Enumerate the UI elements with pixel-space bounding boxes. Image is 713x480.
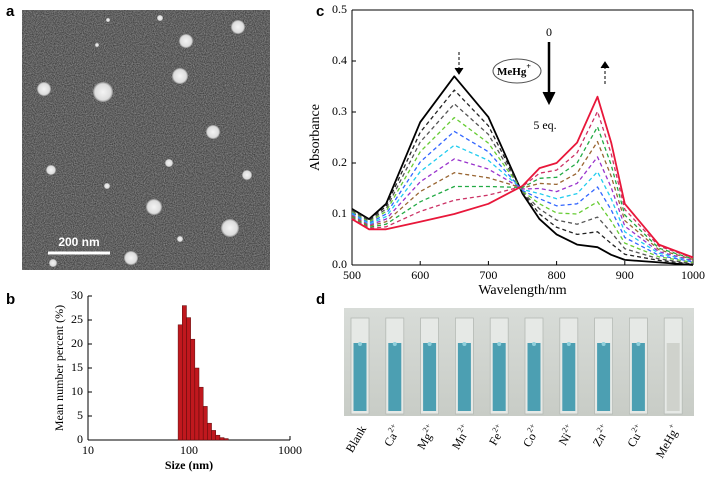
spectrum-line — [351, 103, 694, 265]
y-tick-label: 15 — [71, 360, 83, 374]
y-axis-title: Absorbance — [308, 104, 323, 171]
bar — [207, 422, 212, 441]
vial-solution — [388, 343, 402, 411]
vial-solution — [457, 343, 471, 411]
vial-label: Co2+ — [518, 421, 543, 449]
spectrum-line — [351, 110, 694, 259]
vial-label-text: Mg — [414, 430, 434, 451]
x-tick-label: 10 — [82, 443, 94, 457]
y-tick-label: 0.2 — [332, 155, 347, 169]
panel-label: a — [6, 3, 15, 20]
spectrum-line — [351, 144, 694, 262]
spectrum-line — [351, 156, 694, 262]
vial-solution — [597, 343, 611, 411]
meniscus — [601, 342, 606, 346]
x-axis-title: Size (nm) — [165, 458, 213, 472]
vial-label-text: Co — [520, 430, 539, 449]
meniscus — [427, 342, 432, 346]
x-tick-label: 1000 — [278, 443, 302, 457]
scale-bar-label: 200 nm — [58, 235, 99, 249]
bar — [211, 430, 216, 441]
vial-label: Mg2+ — [412, 421, 439, 451]
vial-solution — [353, 343, 367, 411]
spectrum-line — [351, 130, 694, 263]
vial-label: Blank — [343, 423, 369, 455]
y-tick-label: 20 — [71, 336, 83, 350]
spectrum-line — [351, 140, 694, 261]
vial-label-text: Blank — [343, 423, 369, 455]
bar — [186, 317, 191, 441]
y-tick-label: 30 — [71, 288, 83, 302]
vial-label-text: MeHg — [652, 427, 679, 461]
x-tick-label: 100 — [180, 443, 198, 457]
bar — [194, 367, 200, 441]
y-tick-label: 0.1 — [332, 206, 347, 220]
reagent-text: MeHg — [497, 66, 527, 78]
meniscus — [532, 342, 536, 346]
y-tick-label: 0.4 — [332, 53, 347, 67]
vial-label: MeHg+ — [651, 421, 683, 460]
spectrum-line — [351, 126, 694, 260]
bar — [202, 406, 208, 441]
vial-label-text: Cu — [624, 430, 643, 449]
reagent-sup: + — [526, 62, 531, 71]
meniscus — [392, 342, 397, 346]
vial-label: Ca2+ — [379, 421, 404, 448]
meniscus — [566, 342, 571, 346]
x-tick-label: 900 — [616, 268, 634, 282]
x-tick-label: 1000 — [681, 268, 705, 282]
bar — [182, 305, 187, 441]
reagent-label: MeHg+ — [497, 62, 531, 78]
panel-label: d — [316, 291, 325, 308]
vial-solution — [527, 343, 541, 411]
spectrum-line — [351, 75, 694, 266]
vial-solution — [562, 343, 576, 411]
vial-solution — [492, 343, 506, 411]
vial-solution — [631, 343, 645, 411]
vial-label: Zn2+ — [588, 421, 613, 448]
x-tick-label: 800 — [548, 268, 566, 282]
vial-label-text: Mn — [449, 430, 469, 451]
x-tick-label: 700 — [479, 268, 497, 282]
vial-solution — [666, 343, 680, 411]
vial-label-sup: + — [666, 421, 676, 430]
bar — [198, 386, 204, 441]
x-tick-label: 600 — [411, 268, 429, 282]
vial-label-text: Zn — [590, 430, 609, 449]
vial-label: Ni2+ — [554, 421, 578, 447]
bar — [177, 324, 183, 441]
y-tick-label: 0.3 — [332, 104, 347, 118]
vial-label: Mn2+ — [447, 421, 474, 451]
tem-image — [22, 10, 270, 270]
meniscus — [462, 342, 467, 346]
meniscus — [636, 342, 641, 346]
y-tick-label: 25 — [71, 312, 83, 326]
y-tick-label: 0 — [77, 432, 83, 446]
annotation: 0 — [546, 25, 552, 39]
panel-label: b — [6, 291, 15, 308]
bar — [223, 438, 229, 441]
meniscus — [358, 342, 362, 346]
bar — [215, 434, 221, 441]
annotation: 5 eq. — [533, 118, 556, 132]
y-tick-label: 0.0 — [332, 257, 347, 271]
x-tick-label: 500 — [343, 268, 361, 282]
annotation-arrows — [454, 42, 610, 106]
y-tick-label: 0.5 — [332, 2, 347, 16]
bar — [219, 437, 225, 441]
y-tick-label: 5 — [77, 408, 83, 422]
vial-solution — [423, 343, 437, 411]
bar — [190, 338, 196, 441]
spectrum-line — [351, 89, 694, 265]
spectrum-line — [351, 95, 694, 259]
vial-label: Cu2+ — [622, 421, 647, 449]
vial-label: Fe2+ — [484, 421, 508, 447]
y-axis-title: Mean number percent (%) — [52, 305, 66, 431]
y-tick-label: 10 — [71, 384, 83, 398]
x-axis-title: Wavelength/nm — [478, 283, 566, 298]
meniscus — [497, 342, 502, 346]
panel-label: c — [316, 3, 324, 20]
